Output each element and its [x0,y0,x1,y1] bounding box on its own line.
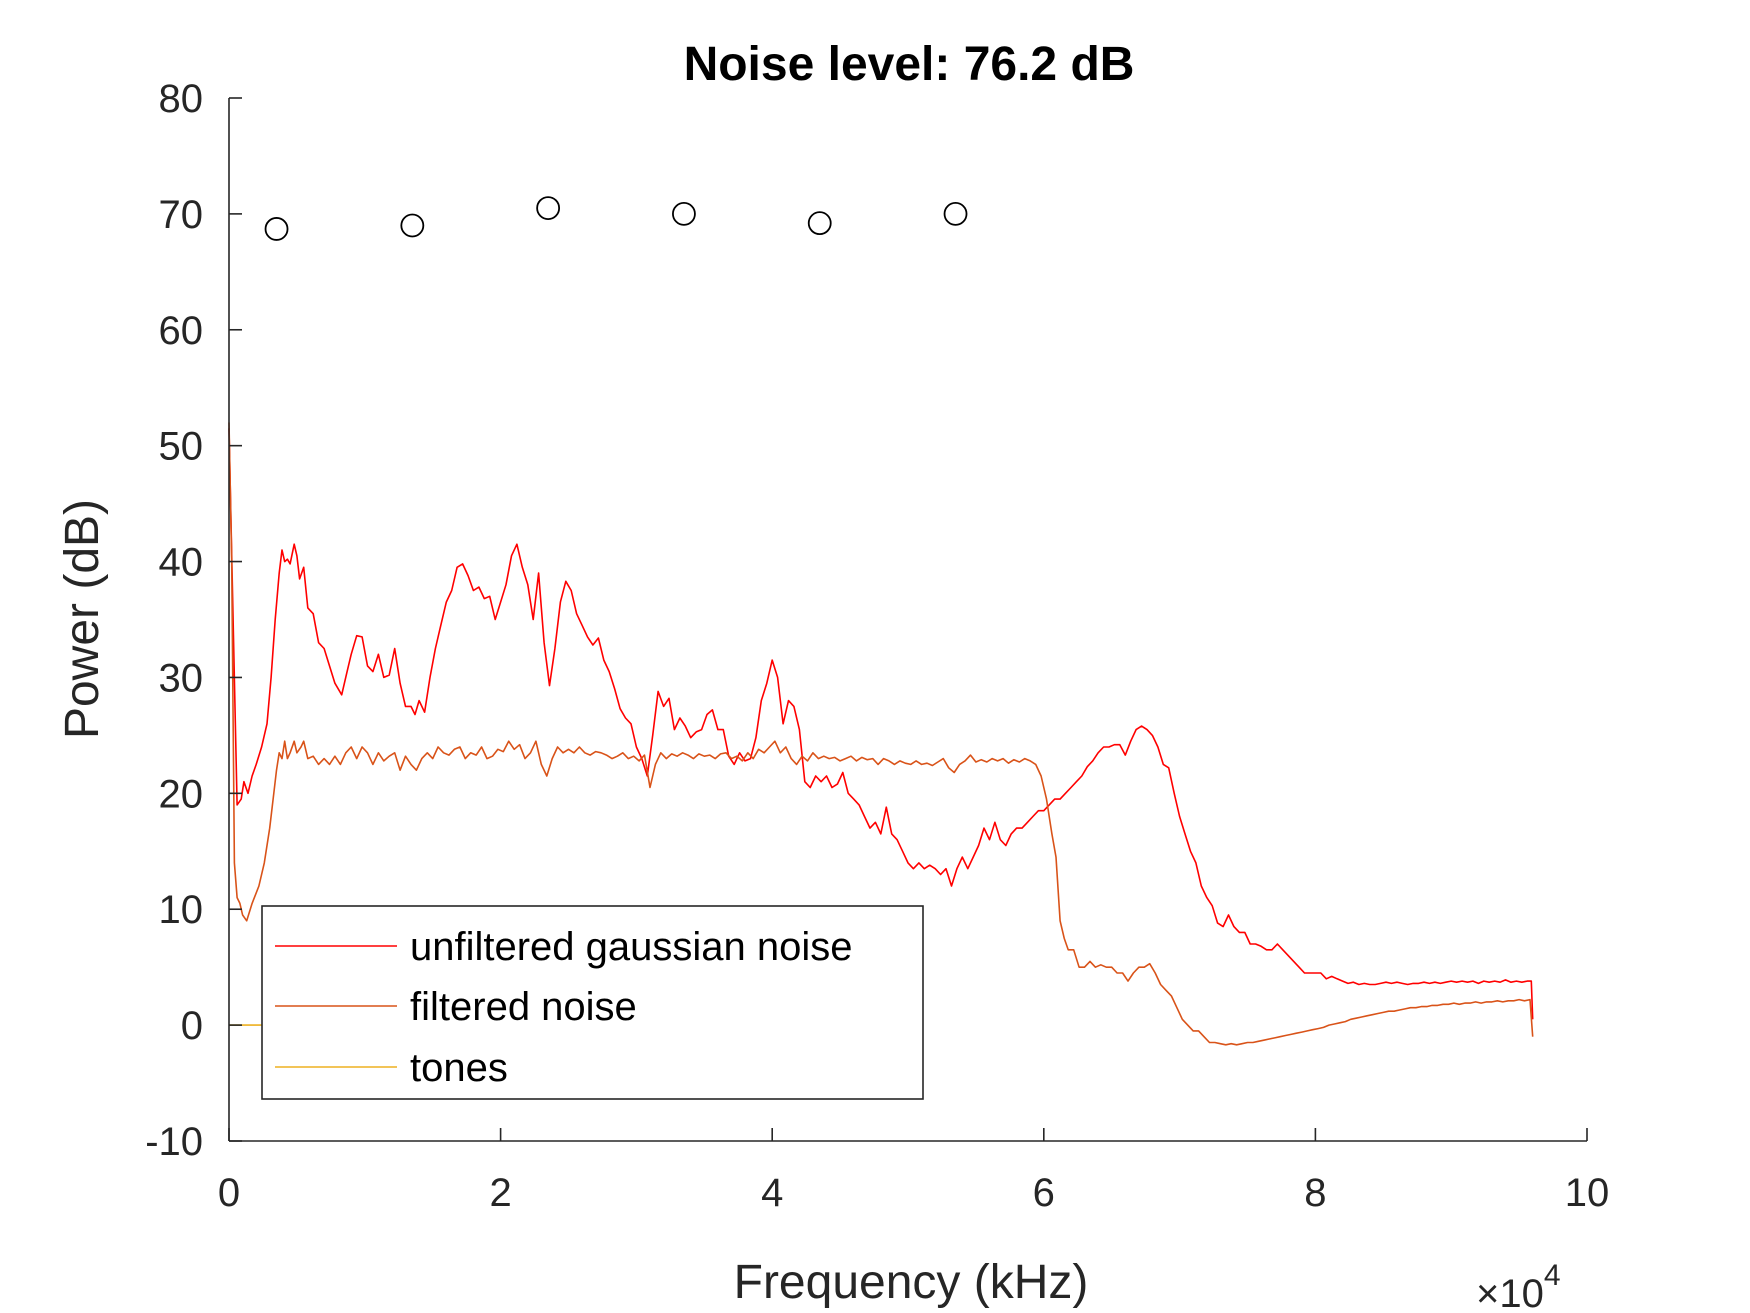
marker-point-3 [536,196,561,220]
y-tick-label: 40 [159,541,204,585]
x-exponent-label: ×104 [1476,1259,1561,1313]
x-exponent-power: 4 [1544,1259,1561,1292]
legend: unfiltered gaussian noise filtered noise t… [261,905,924,1100]
x-tick-label: 8 [1304,1171,1326,1215]
x-tick-label: 6 [1033,1171,1055,1215]
x-exponent-base: ×10 [1476,1272,1544,1313]
legend-label-3: tones [410,1046,508,1090]
y-tick-label: 10 [159,888,204,932]
x-tick-label: 2 [489,1171,511,1215]
x-tick-label: 0 [218,1171,240,1215]
y-tick-label: 50 [159,425,204,469]
marker-point-5 [807,211,832,236]
x-tick-label: 10 [1565,1171,1610,1215]
y-tick-label: 80 [159,77,204,121]
marker-point-2 [400,213,425,238]
x-tick-label: 4 [761,1171,783,1215]
legend-label-2: filtered noise [410,985,637,1029]
y-tick-label: 70 [159,193,204,237]
y-tick-label: 0 [181,1004,203,1048]
legend-label-1: unfiltered gaussian noise [410,925,853,969]
y-tick-label: 30 [159,656,204,700]
chart-title: Noise level: 76.2 dB [684,38,1135,91]
y-tick-label: 20 [159,772,204,816]
y-tick-label: -10 [145,1120,203,1164]
x-axis-title: Frequency (kHz) [734,1256,1089,1309]
series-line-1 [228,428,1534,1020]
y-axis-title: Power (dB) [56,499,109,739]
marker-layer [264,196,968,241]
marker-point-6 [943,201,968,226]
series-line-2 [228,422,1534,1046]
marker-point-1 [264,217,289,241]
marker-point-4 [672,201,696,226]
y-tick-label: 60 [159,309,204,353]
axis-layer: 0 2 4 6 8 10 -10 0 10 20 30 40 50 60 70 80 [145,77,1609,1215]
